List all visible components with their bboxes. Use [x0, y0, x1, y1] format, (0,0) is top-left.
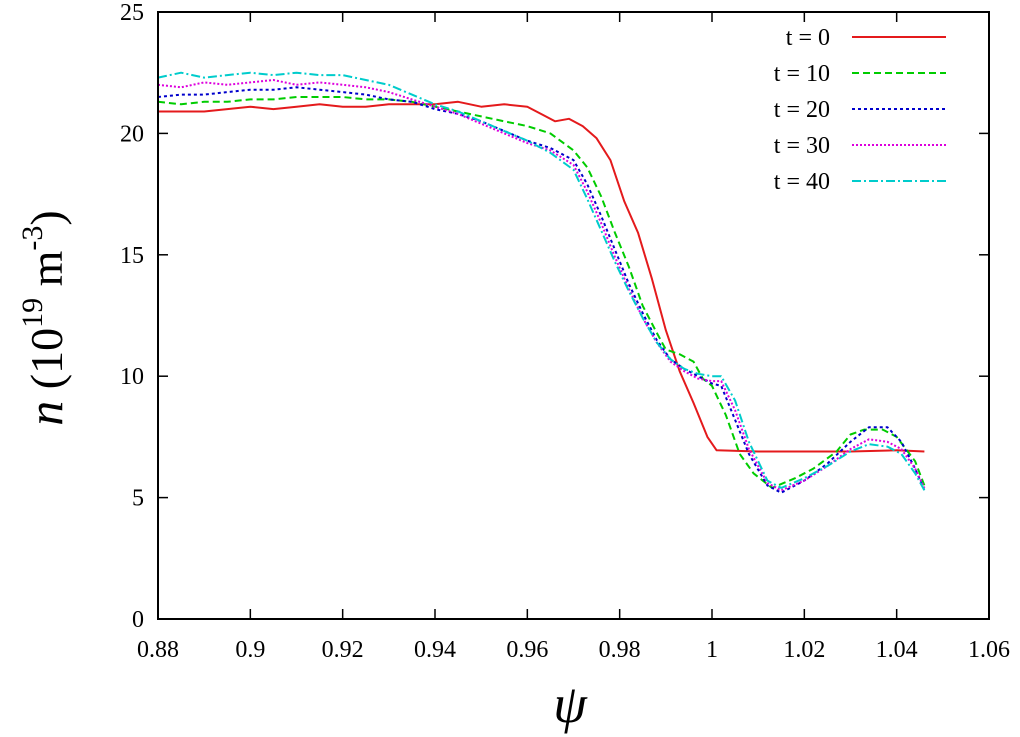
y-tick-label: 25: [120, 0, 144, 26]
x-tick-label: 0.94: [414, 637, 456, 663]
series-line-3: [157, 79, 926, 492]
y-axis-unit-open: (10: [21, 328, 72, 401]
x-tick-label: 1: [706, 637, 718, 663]
x-tick-label: 0.9: [235, 637, 265, 663]
series-line-1: [157, 96, 926, 489]
legend: t = 0 t = 10 t = 20 t = 30 t = 40: [774, 25, 946, 195]
legend-label-4: t = 40: [774, 169, 830, 195]
series-line-0: [158, 100, 925, 453]
legend-label-2: t = 20: [774, 97, 830, 123]
y-tick-label: 15: [120, 243, 144, 269]
y-axis-unit-m: m: [21, 250, 72, 298]
legend-label-1: t = 10: [774, 61, 830, 87]
y-axis-unit-close: ): [21, 210, 72, 225]
y-tick-label: 20: [120, 121, 144, 147]
plot-frame: [157, 11, 990, 620]
y-axis-exponent-neg3: -3: [16, 226, 49, 251]
x-tick-label: 0.92: [322, 637, 364, 663]
x-tick-label: 0.96: [506, 637, 548, 663]
legend-label-3: t = 30: [774, 133, 830, 159]
x-axis-ticks: 0.88 0.9 0.92 0.94 0.96 0.98 1 1.02 1.04 1.06: [137, 12, 1010, 663]
x-tick-label: 1.06: [968, 637, 1010, 663]
x-tick-label: 0.88: [137, 637, 179, 663]
y-axis-variable: n: [17, 401, 73, 426]
series-line-4: [157, 71, 926, 491]
x-tick-label: 1.04: [876, 637, 918, 663]
x-tick-label: 0.98: [599, 637, 641, 663]
x-tick-label: 1.02: [783, 637, 825, 663]
y-axis-exponent-19: 19: [16, 298, 49, 328]
y-tick-label: 5: [132, 486, 144, 512]
y-tick-label: 0: [132, 607, 144, 633]
series-layer: [157, 71, 926, 494]
legend-label-0: t = 0: [786, 25, 830, 51]
y-axis-title: n (1019 m-3): [16, 210, 73, 425]
y-axis-ticks: 0 5 10 15 20 25: [120, 0, 989, 633]
y-tick-label: 10: [120, 364, 144, 390]
x-axis-title: ψ: [553, 674, 588, 734]
